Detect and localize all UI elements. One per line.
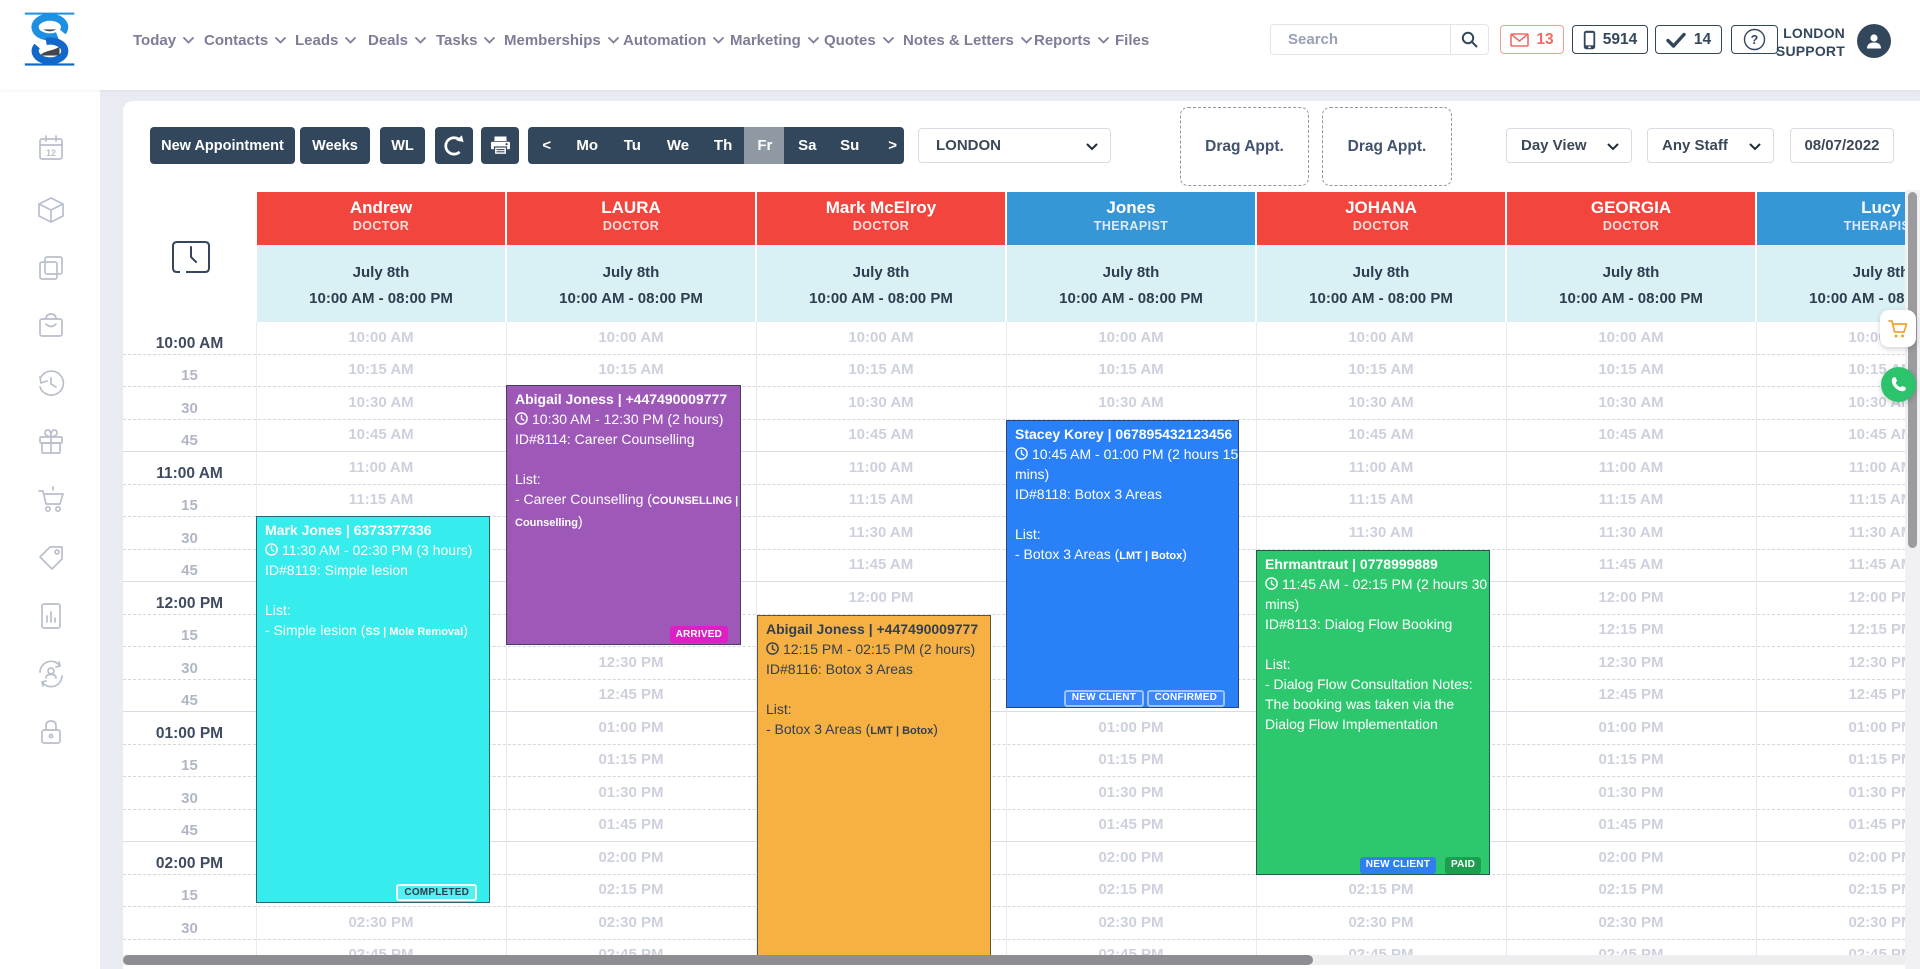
svg-text:?: ?	[1751, 33, 1759, 47]
svg-text:12: 12	[46, 148, 56, 158]
